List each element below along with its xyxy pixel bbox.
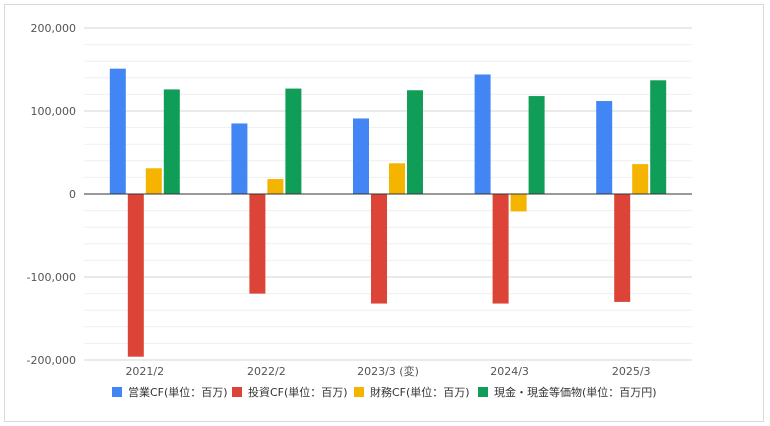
legend-swatch-3 xyxy=(354,387,364,397)
bar-series-3-category-5 xyxy=(632,164,649,194)
legend-label-2: 投資CF(単位：百万) xyxy=(248,385,348,399)
bar-series-4-category-5 xyxy=(650,80,667,194)
bar-series-1-category-2 xyxy=(231,123,248,194)
bar-series-3-category-3 xyxy=(389,163,405,194)
bar-series-2-category-4 xyxy=(492,194,509,304)
bar-series-1-category-5 xyxy=(596,101,613,194)
x-tick-label: 2022/2 xyxy=(247,365,286,378)
x-tick-label: 2023/3 (変) xyxy=(357,364,419,378)
y-tick-label: 0 xyxy=(69,188,76,201)
bar-series-1-category-3 xyxy=(353,118,369,194)
legend-swatch-2 xyxy=(232,387,242,397)
y-axis-tick-labels: 200,000 100,000 0 -100,000 -200,000 xyxy=(27,22,76,367)
bar-series-3-category-4 xyxy=(510,194,527,212)
x-axis-tick-labels: 2021/2 2022/2 2023/3 (変) 2024/3 2025/3 xyxy=(125,364,650,378)
bar-series-2-category-5 xyxy=(614,194,631,302)
bar-series-4-category-1 xyxy=(163,89,180,194)
bar-series-3-category-2 xyxy=(267,179,284,194)
x-tick-label: 2024/3 xyxy=(490,365,529,378)
bar-series-4-category-4 xyxy=(528,96,545,194)
minor-gridlines xyxy=(84,44,692,344)
x-tick-label: 2021/2 xyxy=(125,365,164,378)
legend-swatch-4 xyxy=(478,387,488,397)
legend-label-1: 営業CF(単位：百万) xyxy=(128,385,228,399)
y-tick-label: 200,000 xyxy=(31,22,77,35)
bar-series-2-category-2 xyxy=(249,194,266,294)
x-tick-label: 2025/3 xyxy=(612,365,651,378)
y-tick-label: -200,000 xyxy=(27,354,76,367)
y-tick-label: -100,000 xyxy=(27,271,76,284)
bar-series-4-category-2 xyxy=(285,88,302,194)
legend-label-4: 現金・現金等価物(単位：百万円) xyxy=(494,385,657,399)
bar-series-3-category-1 xyxy=(145,168,162,194)
legend: 営業CF(単位：百万) 投資CF(単位：百万) 財務CF(単位：百万) 現金・現金等価… xyxy=(112,385,657,399)
y-tick-label: 100,000 xyxy=(31,105,77,118)
bar-series-1-category-1 xyxy=(109,68,126,194)
bars xyxy=(109,68,667,357)
bar-series-1-category-4 xyxy=(474,74,491,194)
bar-series-2-category-3 xyxy=(371,194,387,304)
major-gridlines xyxy=(84,27,692,361)
bar-series-2-category-1 xyxy=(127,194,144,357)
legend-swatch-1 xyxy=(112,387,122,397)
legend-label-3: 財務CF(単位：百万) xyxy=(370,385,470,399)
bar-series-4-category-3 xyxy=(407,90,423,194)
